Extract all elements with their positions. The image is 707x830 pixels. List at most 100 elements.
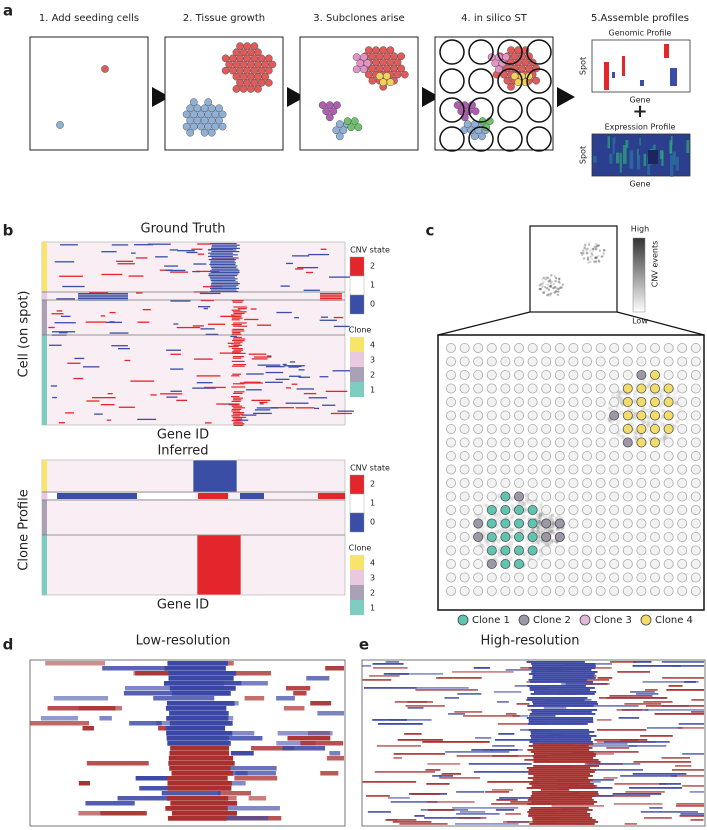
st-spot bbox=[445, 586, 456, 597]
cnv-segment bbox=[199, 292, 221, 295]
cell bbox=[400, 70, 409, 79]
cnv-cloud bbox=[553, 291, 556, 294]
cnv-segment bbox=[427, 809, 455, 811]
cnv-cloud bbox=[508, 556, 514, 562]
heatmap bbox=[41, 241, 346, 426]
cnv-segment bbox=[111, 244, 129, 246]
expression-streak bbox=[686, 140, 690, 153]
cnv-segment bbox=[109, 332, 129, 334]
cnv-segment bbox=[498, 733, 515, 735]
cnv-cloud bbox=[548, 515, 552, 519]
st-spot bbox=[677, 572, 688, 583]
cnv-segment bbox=[231, 314, 242, 316]
cnv-segment bbox=[233, 312, 245, 314]
panel-label: b bbox=[3, 222, 14, 240]
cnv-segment bbox=[211, 267, 237, 269]
cnv-cloud bbox=[481, 502, 487, 507]
st-spot bbox=[677, 559, 688, 570]
st-spot bbox=[473, 504, 484, 515]
st-spot bbox=[582, 423, 593, 434]
cnv-cloud bbox=[550, 523, 555, 528]
st-spot bbox=[650, 586, 661, 597]
st-spot bbox=[650, 396, 661, 407]
st-spot bbox=[486, 586, 497, 597]
st-spot bbox=[554, 410, 565, 421]
cnv-segment bbox=[526, 699, 585, 701]
cnv-segment bbox=[527, 799, 594, 801]
st-spot bbox=[514, 491, 525, 502]
cnv-cloud bbox=[535, 529, 540, 533]
cnv-segment bbox=[532, 819, 596, 821]
cnv-cloud bbox=[541, 285, 544, 288]
cnv-cloud bbox=[548, 279, 551, 283]
cnv-cloud bbox=[644, 421, 650, 427]
cnv-segment bbox=[100, 811, 147, 816]
cnv-cloud bbox=[620, 434, 625, 439]
cnv-cloud bbox=[535, 540, 540, 545]
st-spot bbox=[445, 396, 456, 407]
cnv-segment bbox=[633, 661, 652, 663]
cnv-segment bbox=[597, 677, 613, 679]
st-spot bbox=[459, 437, 470, 448]
cnv-segment bbox=[220, 315, 236, 318]
st-spot bbox=[497, 97, 523, 123]
st-spot bbox=[514, 410, 525, 421]
cnv-segment bbox=[493, 691, 522, 693]
step-title: 1. Add seeding cells bbox=[39, 13, 139, 24]
cnv-cloud bbox=[589, 249, 592, 252]
cnv-segment bbox=[589, 781, 601, 783]
cnv-segment bbox=[177, 250, 195, 252]
cnv-segment bbox=[231, 309, 241, 311]
legend-swatch bbox=[350, 585, 364, 600]
cnv-segment bbox=[612, 793, 662, 795]
cnv-segment bbox=[399, 823, 448, 825]
cnv-segment bbox=[288, 366, 299, 368]
cnv-segment bbox=[505, 813, 521, 815]
cnv-segment bbox=[161, 791, 221, 796]
cnv-cloud bbox=[492, 555, 498, 561]
cnv-segment bbox=[231, 415, 241, 417]
arrow bbox=[152, 87, 170, 107]
cnv-cloud bbox=[551, 520, 556, 525]
cnv-segment bbox=[578, 795, 614, 797]
cnv-segment bbox=[86, 400, 100, 402]
cnv-cloud bbox=[538, 288, 542, 291]
cnv-segment bbox=[303, 289, 320, 291]
cnv-segment bbox=[285, 686, 311, 691]
st-spot bbox=[514, 396, 525, 407]
cnv-segment bbox=[208, 249, 237, 251]
cnv-segment bbox=[389, 719, 432, 721]
st-spot bbox=[526, 97, 552, 123]
st-spot bbox=[500, 356, 511, 367]
st-spot bbox=[663, 369, 674, 380]
cell bbox=[359, 65, 368, 74]
st-spot bbox=[690, 383, 701, 394]
cnv-cloud bbox=[505, 528, 510, 534]
st-spot bbox=[527, 586, 538, 597]
cnv-cloud bbox=[556, 293, 560, 297]
cnv-segment bbox=[231, 330, 245, 332]
st-spot bbox=[663, 464, 674, 475]
cnv-cloud bbox=[523, 551, 528, 556]
cnv-cloud bbox=[496, 513, 502, 518]
cnv-cloud bbox=[633, 430, 638, 436]
st-spot bbox=[677, 383, 688, 394]
st-spot bbox=[650, 504, 661, 515]
st-spot bbox=[690, 396, 701, 407]
cnv-cloud bbox=[600, 255, 603, 259]
cnv-cloud bbox=[546, 541, 551, 547]
cnv-segment bbox=[320, 297, 342, 299]
legend-swatch bbox=[350, 352, 364, 367]
cnv-segment bbox=[672, 769, 704, 771]
cnv-segment bbox=[233, 407, 245, 409]
st-spot bbox=[445, 437, 456, 448]
cnv-segment bbox=[529, 823, 595, 825]
st-spot bbox=[497, 68, 523, 94]
cnv-segment bbox=[305, 271, 314, 274]
cnv-segment bbox=[169, 686, 236, 691]
cnv-segment bbox=[668, 685, 683, 687]
cnv-segment bbox=[531, 801, 598, 803]
cnv-cloud bbox=[590, 257, 594, 261]
cnv-segment bbox=[598, 697, 667, 699]
